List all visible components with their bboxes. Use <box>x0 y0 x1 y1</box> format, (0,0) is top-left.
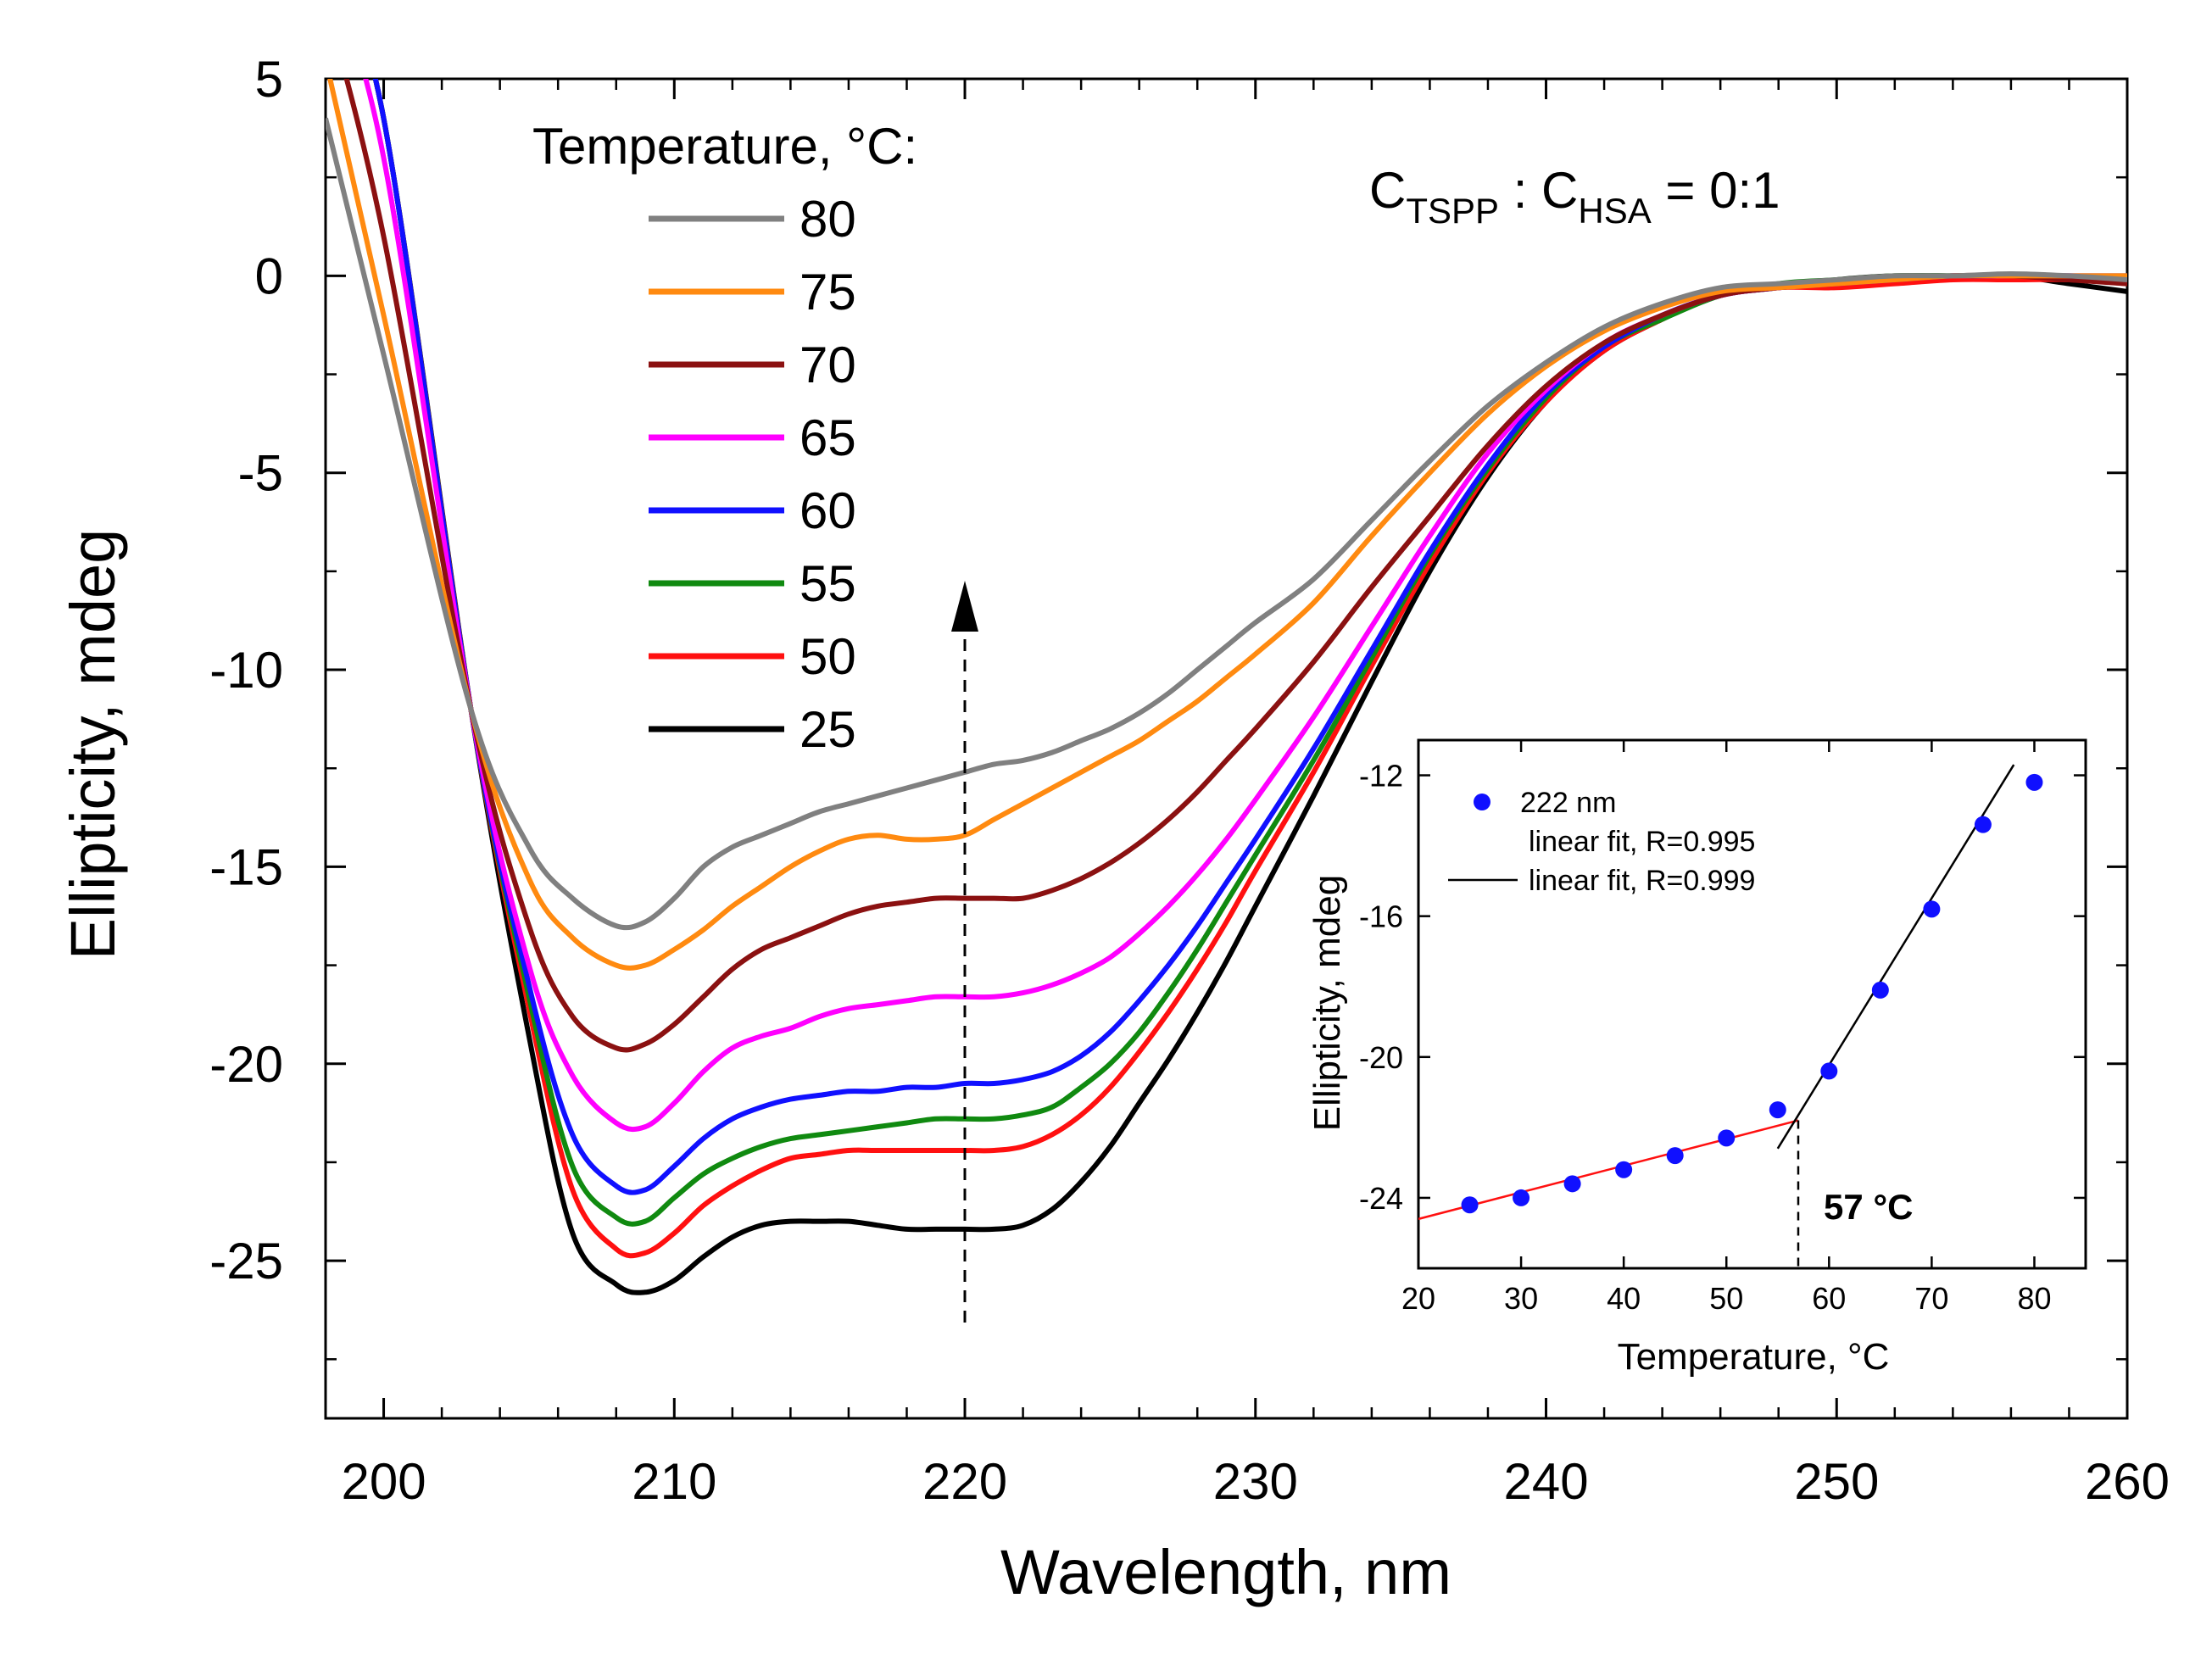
x-tick-label: 230 <box>1213 1453 1298 1510</box>
inset-legend-marker <box>1474 794 1490 810</box>
inset-y-tick-label: -16 <box>1359 899 1403 934</box>
legend-label-55: 55 <box>800 555 856 612</box>
y-tick-label: -25 <box>209 1233 283 1289</box>
inset-legend-label-fit-low: linear fit, R=0.995 <box>1529 826 1755 858</box>
transition-temperature-label: 57 °C <box>1824 1187 1914 1227</box>
inset-x-tick-label: 60 <box>1812 1281 1846 1316</box>
inset-data-point <box>1615 1161 1633 1178</box>
legend-label-60: 60 <box>800 482 856 539</box>
ratio-mid: : C <box>1499 162 1578 219</box>
x-tick-label: 240 <box>1503 1453 1588 1510</box>
inset-x-tick-label: 80 <box>2017 1281 2051 1316</box>
inset-x-axis-title: Temperature, °C <box>1618 1336 1890 1378</box>
main-y-axis-title: Ellipticity, mdeg <box>58 529 128 961</box>
x-tick-label: 220 <box>922 1453 1007 1510</box>
x-tick-label: 210 <box>632 1453 716 1510</box>
x-tick-label: 200 <box>341 1453 426 1510</box>
inset-y-tick-label: -20 <box>1359 1040 1403 1075</box>
inset-data-point <box>1666 1147 1684 1165</box>
trend-arrow-head <box>951 581 978 632</box>
linear-fit-high-line <box>1776 764 2015 1150</box>
legend-label-75: 75 <box>800 264 856 320</box>
inset-data-point <box>1871 981 1889 999</box>
inset-y-tick-label: -24 <box>1359 1181 1403 1216</box>
inset-data-point <box>1923 900 1941 918</box>
ratio-sub2: HSA <box>1578 191 1651 231</box>
inset-data-point <box>1718 1129 1736 1147</box>
inset-x-tick-label: 30 <box>1504 1281 1538 1316</box>
inset-data-point <box>1974 816 1992 833</box>
inset-data-point <box>1563 1175 1581 1193</box>
y-tick-label: -15 <box>209 838 283 895</box>
inset-data-point <box>1769 1101 1786 1119</box>
y-tick-label: -20 <box>209 1036 283 1093</box>
ratio-end: = 0:1 <box>1652 162 1780 219</box>
spectrum-line-80c <box>326 117 2127 931</box>
spectrum-line-75c <box>327 79 2127 971</box>
legend-label-65: 65 <box>800 409 856 466</box>
ratio-sub1: TSPP <box>1406 191 1499 231</box>
x-tick-label: 260 <box>2085 1453 2170 1510</box>
inset-x-tick-label: 50 <box>1709 1281 1743 1316</box>
linear-fit-low-line <box>1418 1119 1799 1221</box>
legend-label-50: 50 <box>800 628 856 685</box>
inset-data-point <box>1461 1196 1479 1214</box>
main-plot-frame <box>324 77 2129 1420</box>
inset-chart: 20 30 40 50 60 70 80 -12 -16 -20 -24 57 °C Tempera… <box>1307 738 2087 1378</box>
main-x-axis-title: Wavelength, nm <box>1000 1537 1451 1607</box>
y-tick-label: -10 <box>209 642 283 699</box>
inset-y-axis-title: Ellipticity, mdeg <box>1307 875 1348 1131</box>
inset-data-point <box>1820 1062 1838 1080</box>
legend-label-70: 70 <box>800 337 856 393</box>
inset-legend-label-fit-high: linear fit, R=0.999 <box>1529 865 1755 897</box>
x-tick-label: 250 <box>1794 1453 1879 1510</box>
y-tick-label: -5 <box>238 445 283 502</box>
main-series-group <box>326 79 2127 1295</box>
inset-x-tick-label: 40 <box>1607 1281 1641 1316</box>
inset-x-tick-label: 20 <box>1401 1281 1435 1316</box>
inset-data-point <box>2025 773 2043 791</box>
ratio-c1: C <box>1369 162 1406 219</box>
y-tick-label: 5 <box>255 51 283 108</box>
concentration-ratio-label: CTSPP : CHSA = 0:1 <box>1369 162 1780 231</box>
y-tick-label: 0 <box>255 248 283 304</box>
legend-label-25: 25 <box>800 701 856 758</box>
temperature-legend: Temperature, °C: 80 75 70 65 60 55 50 25 <box>532 118 917 758</box>
legend-label-80: 80 <box>800 191 856 248</box>
spectrum-line-70c <box>343 79 2127 1053</box>
inset-data-point <box>1513 1189 1530 1206</box>
legend-title: Temperature, °C: <box>532 118 917 175</box>
inset-y-tick-label: -12 <box>1359 759 1403 794</box>
inset-x-tick-label: 70 <box>1914 1281 1948 1316</box>
inset-legend-label-points: 222 nm <box>1520 787 1616 819</box>
